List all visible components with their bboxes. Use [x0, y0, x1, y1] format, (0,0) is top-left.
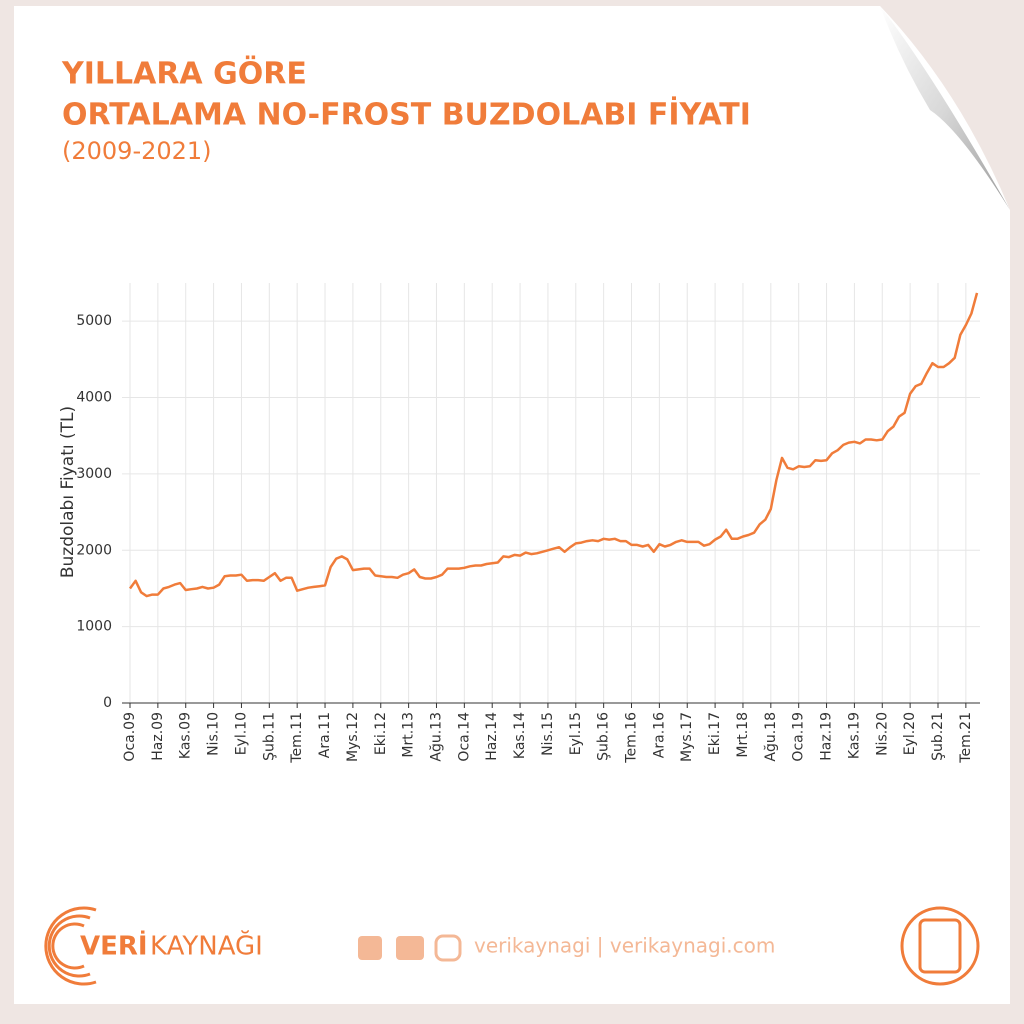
x-tick-label: Mrt.13 — [401, 712, 417, 758]
x-tick-label: Mrt.18 — [735, 712, 751, 758]
page-curl — [880, 6, 1010, 210]
x-tick-label: Şub.16 — [596, 712, 612, 761]
brand-logo — [44, 906, 97, 986]
x-tick-label: Eyl.15 — [568, 712, 584, 755]
brand-light: KAYNAĞI — [150, 930, 263, 962]
y-tick-label: 2000 — [76, 542, 112, 558]
x-tick-label: Kas.14 — [512, 712, 528, 759]
x-tick-label: Kas.09 — [178, 712, 194, 759]
y-tick-label: 1000 — [76, 619, 112, 635]
social-text: verikaynagi | verikaynagi.com — [474, 934, 775, 958]
x-tick-label: Mys.12 — [345, 712, 361, 762]
paper — [14, 6, 1010, 1004]
y-tick-label: 5000 — [76, 313, 112, 329]
calculator-circle — [900, 906, 980, 986]
price-line — [128, 292, 979, 598]
title: YILLARA GÖRE — [61, 55, 307, 92]
x-tick-label: Ağu.13 — [428, 712, 444, 762]
y-tick-label: 3000 — [76, 466, 112, 482]
x-tick-label: Eyl.20 — [902, 712, 918, 755]
x-tick-label: Oca.19 — [791, 712, 807, 762]
twitter-icon — [396, 936, 424, 960]
instagram-icon — [434, 934, 462, 962]
x-tick-label: Tem.16 — [624, 712, 640, 764]
x-tick-label: Oca.09 — [122, 712, 138, 762]
facebook-icon — [358, 936, 382, 960]
plot: 0 1000 2000 3000 4000 5000 Oca.09 Haz.09 Kas.09 N… — [76, 283, 980, 764]
x-tick-label: Ağu.18 — [763, 712, 779, 762]
x-tick-label: Eki.12 — [373, 712, 389, 755]
x-tick-label: Eyl.10 — [233, 712, 249, 755]
x-tick-label: Nis.20 — [874, 712, 890, 756]
x-tick-label: Oca.14 — [456, 712, 472, 762]
x-tick-label: Haz.14 — [484, 712, 500, 761]
x-tick-label: Şub.11 — [261, 712, 277, 761]
subtitle: ORTALAMA NO-FROST BUZDOLABI FİYATI — [62, 97, 751, 133]
x-tick-label: Eki.17 — [707, 712, 723, 755]
x-tick-label: Haz.09 — [150, 712, 166, 761]
y-tick-label: 0 — [103, 695, 112, 711]
x-tick-label: Mys.17 — [679, 712, 695, 762]
x-tick-label: Tem.21 — [958, 712, 974, 764]
x-tick-label: Tem.11 — [289, 712, 305, 764]
brand-bold: VERİ — [80, 930, 148, 962]
x-tick-label: Ara.16 — [651, 712, 667, 758]
x-tick-label: Şub.21 — [930, 712, 946, 761]
x-tick-label: Kas.19 — [846, 712, 862, 759]
period: (2009-2021) — [62, 137, 212, 165]
y-tick-label: 4000 — [76, 390, 112, 406]
y-axis-label: Buzdolabı Fiyatı (TL) — [58, 406, 78, 578]
x-tick-label: Nis.10 — [206, 712, 222, 756]
x-tick-label: Nis.15 — [540, 712, 556, 756]
x-tick-label: Haz.19 — [819, 712, 835, 761]
calculator-icon — [918, 918, 962, 974]
x-tick-label: Ara.11 — [317, 712, 333, 758]
